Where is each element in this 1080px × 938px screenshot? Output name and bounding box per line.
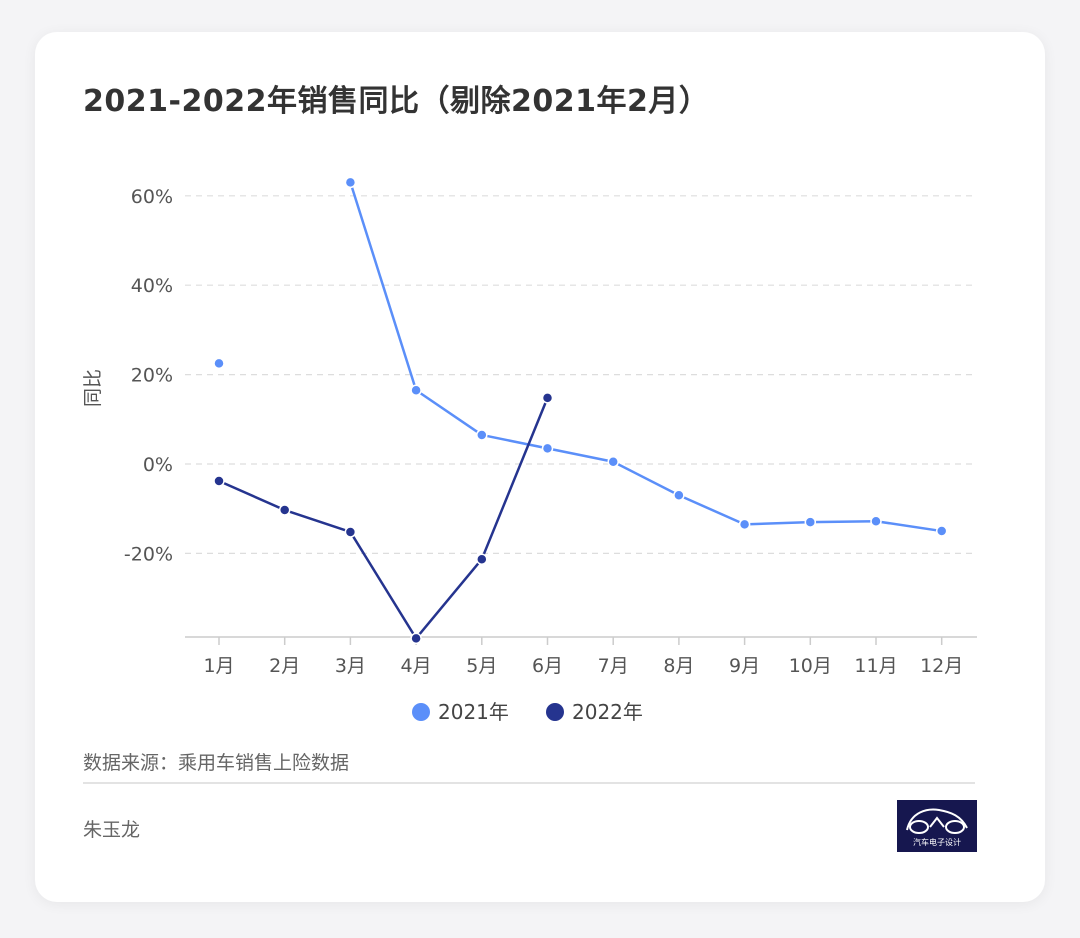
data-point[interactable]: [278, 504, 291, 516]
y-axis-title: 同比: [82, 369, 104, 407]
author-name: 朱玉龙: [83, 819, 141, 841]
y-tick-label: 40%: [131, 275, 173, 297]
legend-label: 2021年: [438, 700, 509, 724]
legend-item[interactable]: 2021年: [412, 700, 509, 724]
x-tick-label: 5月: [466, 655, 497, 677]
chart-title: 2021-2022年销售同比（剔除2021年2月）: [83, 84, 710, 119]
data-point[interactable]: [541, 392, 554, 404]
x-tick-label: 3月: [335, 655, 366, 677]
x-tick-label: 2月: [269, 655, 300, 677]
data-point[interactable]: [607, 456, 619, 468]
x-tick-label: 10月: [789, 655, 832, 677]
data-point[interactable]: [673, 489, 685, 502]
y-tick-label: 20%: [131, 365, 173, 387]
divider: [83, 782, 975, 784]
car-logo-icon: [906, 808, 968, 834]
data-point[interactable]: [870, 515, 882, 527]
data-point[interactable]: [476, 429, 488, 441]
y-tick-label: 0%: [143, 454, 173, 476]
y-tick-label: -20%: [124, 543, 173, 565]
data-point[interactable]: [344, 526, 357, 538]
chart-card: 2021-2022年销售同比（剔除2021年2月） 1月 2月 3月 4月 5月 6月 7月…: [35, 32, 1045, 902]
series-line: [349, 181, 943, 533]
x-axis: 1月 2月 3月 4月 5月 6月 7月 8月 9月 10月 11月 12月: [185, 636, 977, 677]
data-point[interactable]: [738, 518, 751, 531]
data-point[interactable]: [410, 632, 422, 645]
x-tick-label: 1月: [203, 655, 234, 677]
data-point[interactable]: [213, 475, 225, 487]
data-point[interactable]: [804, 516, 817, 528]
y-axis: -20% 0% 20% 40% 60%: [124, 186, 173, 566]
x-tick-label: 8月: [663, 655, 694, 677]
legend: 2021年 2022年: [412, 700, 643, 724]
legend-marker: [546, 703, 564, 721]
data-point[interactable]: [410, 384, 422, 396]
y-tick-label: 60%: [131, 186, 173, 208]
line-chart: 1月 2月 3月 4月 5月 6月 7月 8月 9月 10月 11月 12月 -20% 0% 20% 40%…: [82, 176, 977, 724]
data-point[interactable]: [541, 442, 554, 455]
data-point[interactable]: [935, 525, 948, 537]
legend-marker: [412, 703, 430, 721]
x-tick-label: 7月: [598, 655, 629, 677]
x-tick-label: 11月: [854, 655, 897, 677]
legend-item[interactable]: 2022年: [546, 700, 643, 724]
series-1: [213, 176, 948, 537]
x-tick-label: 6月: [532, 655, 563, 677]
data-point[interactable]: [213, 357, 225, 370]
data-point[interactable]: [476, 553, 488, 565]
grid-lines: [185, 195, 977, 555]
data-source-note: 数据来源：乘用车销售上险数据: [83, 752, 350, 774]
brand-logo: 汽车电子设计: [897, 800, 977, 852]
series-line: [217, 396, 549, 640]
series-layer: [213, 176, 948, 645]
data-point[interactable]: [344, 176, 357, 189]
series-2: [213, 392, 554, 645]
logo-text: 汽车电子设计: [913, 838, 961, 847]
x-tick-label: 12月: [920, 655, 963, 677]
x-tick-label: 9月: [729, 655, 760, 677]
legend-label: 2022年: [572, 700, 643, 724]
x-tick-label: 4月: [401, 655, 432, 677]
